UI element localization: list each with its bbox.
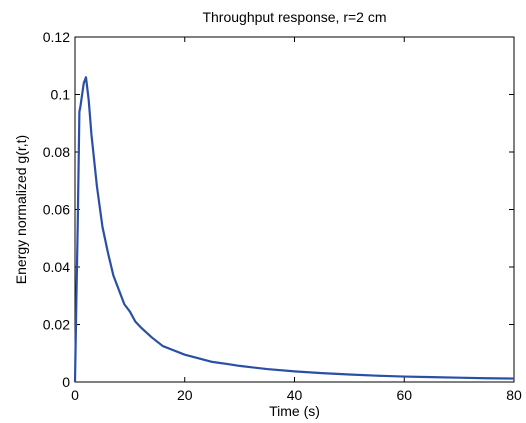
data-series-line	[73, 76, 515, 383]
y-tick-label: 0.12	[43, 29, 70, 45]
y-tick-label: 0.08	[43, 144, 70, 160]
y-tick-label: 0.04	[43, 259, 70, 275]
x-axis-title: Time (s)	[269, 403, 320, 419]
x-tick-label: 40	[287, 387, 303, 403]
y-tick-label: 0	[62, 374, 70, 390]
chart-title: Throughput response, r=2 cm	[202, 9, 386, 25]
y-tick-label: 0.06	[43, 202, 70, 218]
x-tick-label: 80	[506, 387, 522, 403]
y-tick-label: 0.02	[43, 317, 70, 333]
x-tick-label: 20	[177, 387, 193, 403]
plot-area-frame	[74, 36, 515, 383]
x-tick-label: 0	[71, 387, 79, 403]
y-tick-label: 0.1	[51, 87, 71, 103]
y-axis-title: Energy normalized g(r,t)	[13, 135, 29, 284]
x-tick-label: 60	[396, 387, 412, 403]
